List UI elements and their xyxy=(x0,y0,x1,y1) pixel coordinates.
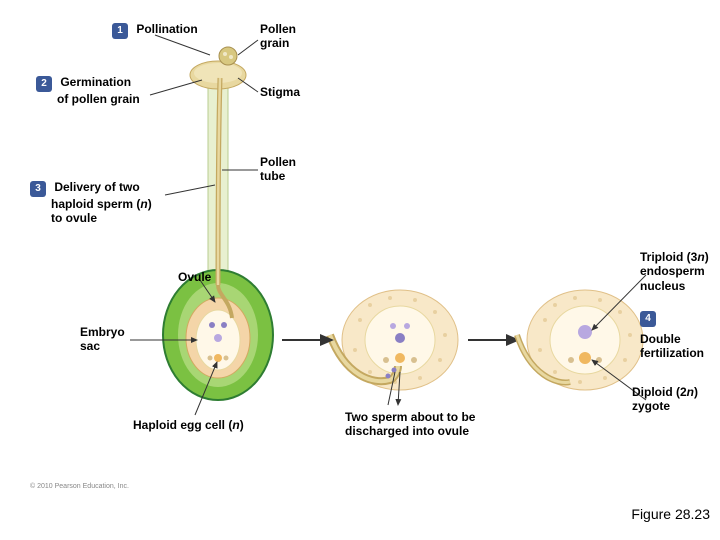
copyright: © 2010 Pearson Education, Inc. xyxy=(30,483,129,490)
haploid-egg-label: Haploid egg cell (n) xyxy=(133,418,244,432)
stigma-label: Stigma xyxy=(260,85,300,99)
step3: 3 Delivery of two haploid sperm (n) to o… xyxy=(30,180,152,226)
step1-label: Pollination xyxy=(136,22,197,36)
two-sperm-label: Two sperm about to bedischarged into ovu… xyxy=(345,410,475,439)
step1: 1 Pollination xyxy=(112,22,198,39)
triploid-label: Triploid (3n) endospermnucleus xyxy=(640,250,709,293)
figure-number: Figure 28.23 xyxy=(631,506,710,522)
pollen-grain-label: Pollengrain xyxy=(260,22,296,51)
step4: 4 xyxy=(640,310,656,327)
badge-3: 3 xyxy=(30,181,46,197)
step2: 2 Germination of pollen grain xyxy=(36,75,140,106)
diploid-label: Diploid (2n) zygote xyxy=(632,385,698,414)
badge-4: 4 xyxy=(640,311,656,327)
badge-2: 2 xyxy=(36,76,52,92)
pollen-tube-label: Pollentube xyxy=(260,155,296,184)
double-fert-label: Doublefertilization xyxy=(640,332,704,361)
ovule-label: Ovule xyxy=(178,270,211,284)
badge-1: 1 xyxy=(112,23,128,39)
embryo-sac-label: Embryosac xyxy=(80,325,125,354)
